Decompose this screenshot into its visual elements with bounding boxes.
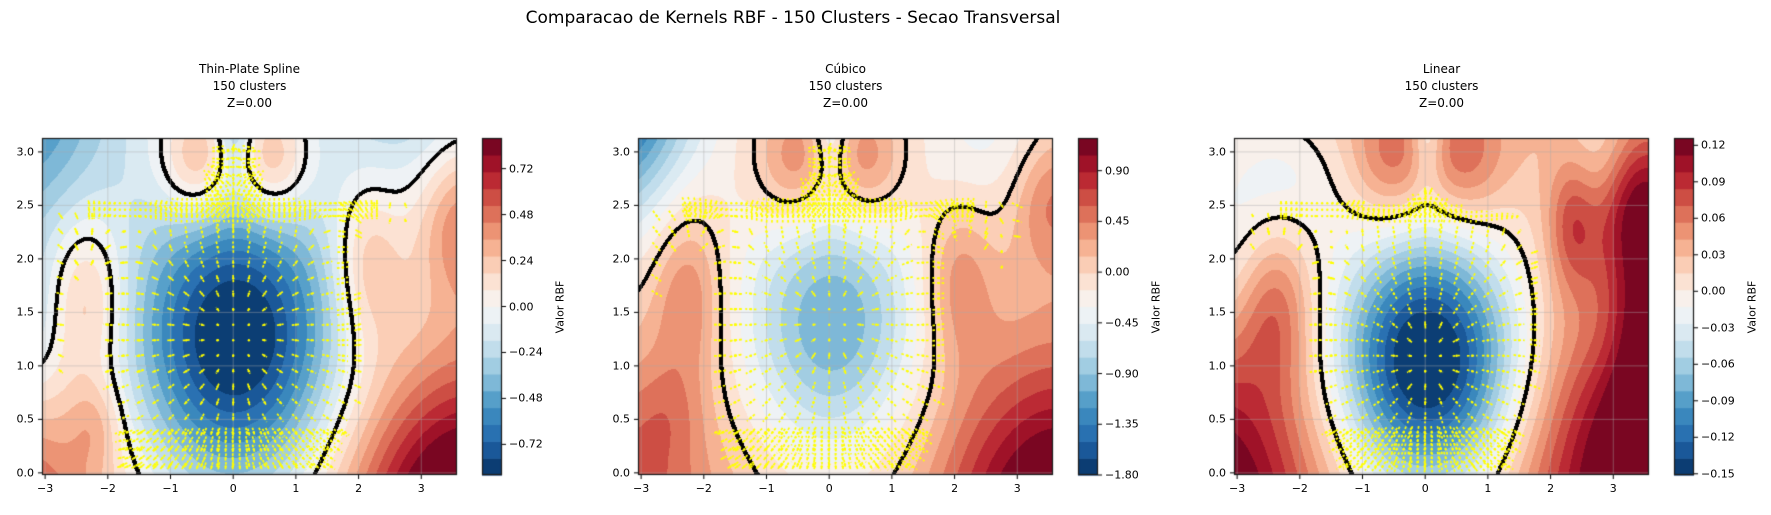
y-tick-label: 0.5 xyxy=(16,412,35,426)
x-tick-label: −2 xyxy=(99,482,116,495)
x-tick-label: −2 xyxy=(695,482,712,495)
y-tick-label: 3.0 xyxy=(612,145,631,159)
colorbar-tick-label: −0.06 xyxy=(1701,357,1735,371)
colorbar-tick-label: 0.90 xyxy=(1105,164,1130,178)
x-tick-label: 2 xyxy=(355,482,363,495)
x-tick-label: −2 xyxy=(1291,482,1308,495)
y-tick-label: 1.0 xyxy=(1208,359,1227,373)
colorbar-tick-label: 0.03 xyxy=(1701,248,1726,262)
x-tick-label: 3 xyxy=(1013,482,1021,495)
colorbar-tick-label: 0.00 xyxy=(1105,265,1130,279)
subplot-title-line: Cúbico xyxy=(825,62,866,76)
y-tick-label: 2.0 xyxy=(612,252,631,266)
y-tick-label: 2.0 xyxy=(16,252,35,266)
y-tick-label: 3.0 xyxy=(16,145,35,159)
x-tick-label: −3 xyxy=(633,482,650,495)
y-tick-label: 2.5 xyxy=(612,198,631,212)
x-tick-label: 1 xyxy=(1484,482,1492,495)
x-tick-label: 1 xyxy=(292,482,300,495)
subplot-title-line: 150 clusters xyxy=(212,79,287,93)
subplot-title-line: Z=0.00 xyxy=(1419,96,1464,110)
colorbar-axis-label: Valor RBF xyxy=(553,280,567,333)
colorbar-tick-label: −0.09 xyxy=(1701,394,1735,408)
x-tick-label: 0 xyxy=(825,482,833,495)
x-tick-label: 3 xyxy=(417,482,425,495)
colorbar-tick-label: −0.90 xyxy=(1105,367,1139,381)
colorbar-tick-label: −0.45 xyxy=(1105,316,1139,330)
y-tick-label: 0.5 xyxy=(1208,412,1227,426)
colorbar-tick-label: −0.48 xyxy=(509,391,543,405)
figure-title: Comparacao de Kernels RBF - 150 Clusters… xyxy=(525,8,1061,28)
subplot-title-line: 150 clusters xyxy=(1404,79,1479,93)
y-tick-label: 2.5 xyxy=(16,198,35,212)
colorbar-axis-label: Valor RBF xyxy=(1149,280,1163,333)
y-tick-label: 2.5 xyxy=(1208,198,1227,212)
y-tick-label: 3.0 xyxy=(1208,145,1227,159)
subplot-title-line: Linear xyxy=(1422,62,1461,76)
colorbar-tick-label: −0.24 xyxy=(509,345,543,359)
colorbar-axis-label: Valor RBF xyxy=(1745,280,1759,333)
y-tick-label: 0.0 xyxy=(612,466,631,480)
subplot-title-line: Z=0.00 xyxy=(227,96,272,110)
x-tick-label: 2 xyxy=(951,482,959,495)
colorbar-tick-label: 0.45 xyxy=(1105,214,1130,228)
colorbar-tick-label: 0.06 xyxy=(1701,211,1726,225)
y-tick-label: 0.5 xyxy=(612,412,631,426)
y-tick-label: 1.5 xyxy=(16,305,35,319)
x-tick-label: −3 xyxy=(37,482,54,495)
colorbar-tick-label: 0.09 xyxy=(1701,175,1726,189)
y-tick-label: 0.0 xyxy=(1208,466,1227,480)
x-tick-label: 0 xyxy=(229,482,237,495)
x-tick-label: −1 xyxy=(1354,482,1371,495)
y-tick-label: 0.0 xyxy=(16,466,35,480)
colorbar-tick-label: −0.03 xyxy=(1701,321,1735,335)
y-tick-label: 1.0 xyxy=(16,359,35,373)
subplot-title-line: Z=0.00 xyxy=(823,96,868,110)
y-tick-label: 1.5 xyxy=(612,305,631,319)
x-tick-label: −3 xyxy=(1229,482,1246,495)
x-tick-label: −1 xyxy=(162,482,179,495)
subplot-title-line: 150 clusters xyxy=(808,79,883,93)
colorbar-tick-label: 0.48 xyxy=(509,208,534,222)
colorbar-tick-label: −1.80 xyxy=(1105,468,1139,482)
subplot-title-line: Thin-Plate Spline xyxy=(199,62,300,76)
x-tick-label: 1 xyxy=(888,482,896,495)
colorbar-tick-label: 0.12 xyxy=(1701,138,1726,152)
colorbar-tick-label: −0.12 xyxy=(1701,430,1735,444)
colorbar-tick-label: 0.00 xyxy=(509,300,534,313)
colorbar-tick-label: 0.24 xyxy=(509,254,534,268)
y-tick-label: 1.0 xyxy=(612,359,631,373)
x-tick-label: 0 xyxy=(1421,482,1429,495)
colorbar-tick-label: −0.72 xyxy=(509,437,543,451)
colorbar-tick-label: 0.72 xyxy=(509,162,534,176)
x-tick-label: −1 xyxy=(758,482,775,495)
x-tick-label: 3 xyxy=(1609,482,1617,495)
colorbar-tick-label: −0.15 xyxy=(1701,467,1735,481)
y-tick-label: 2.0 xyxy=(1208,252,1227,266)
x-tick-label: 2 xyxy=(1547,482,1555,495)
y-tick-label: 1.5 xyxy=(1208,305,1227,319)
colorbar-tick-label: −1.35 xyxy=(1105,417,1139,431)
colorbar-tick-label: 0.00 xyxy=(1701,284,1726,298)
